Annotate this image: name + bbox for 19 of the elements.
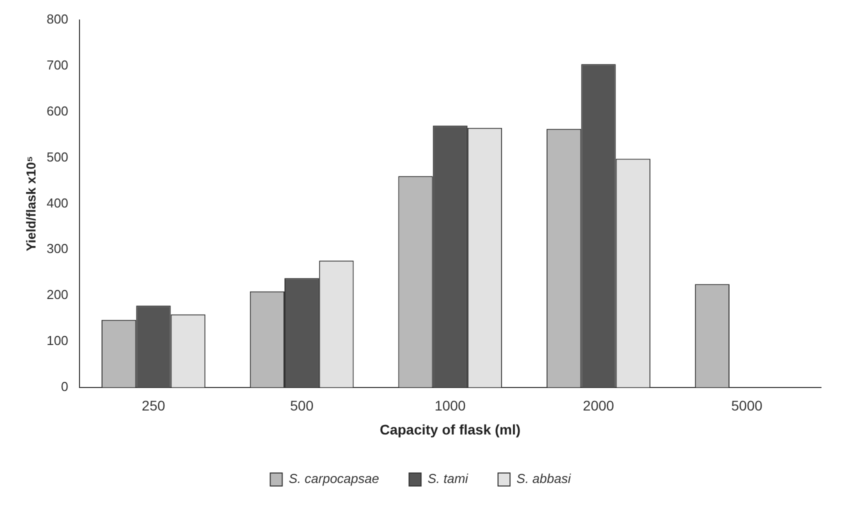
x-tick-label: 500	[290, 398, 314, 414]
x-tick-label: 2000	[582, 398, 614, 414]
x-tick-label: 5000	[731, 398, 763, 414]
legend-label: S. carpocapsae	[288, 471, 380, 486]
y-axis-title: Yield/flask x10⁵	[23, 156, 38, 252]
y-tick-label: 700	[46, 58, 68, 73]
y-tick-label: 500	[46, 149, 68, 164]
y-tick-label: 600	[46, 103, 68, 118]
y-tick-label: 0	[61, 378, 68, 394]
legend-label: S. abbasi	[516, 471, 572, 486]
y-tick-label: 200	[46, 287, 68, 302]
y-tick-label: 100	[46, 333, 68, 348]
x-tick-label: 1000	[434, 398, 466, 414]
x-axis-title: Capacity of flask (ml)	[380, 421, 521, 438]
x-tick-label: 250	[142, 398, 166, 414]
legend-label: S. tami	[428, 471, 470, 486]
y-tick-label: 800	[46, 12, 68, 27]
y-tick-label: 400	[46, 195, 68, 210]
y-tick-label: 300	[46, 241, 68, 256]
